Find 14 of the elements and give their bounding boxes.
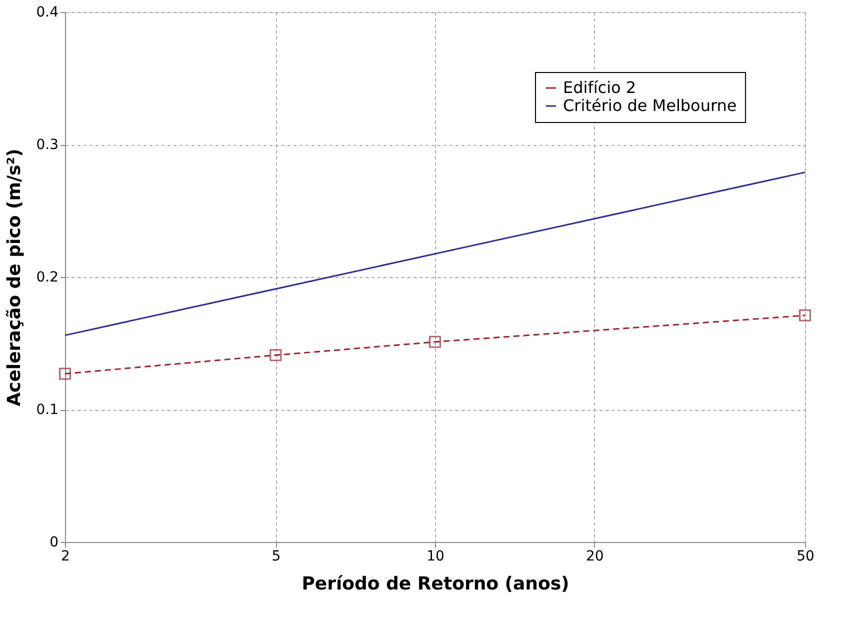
y-tick-label: 0.4 [36,4,59,20]
y-tick-label: 0.2 [36,270,58,286]
x-tick-label: 50 [796,548,814,564]
x-tick-label: 2 [61,548,70,564]
legend-label: Edifício 2 [563,78,636,97]
y-tick-label: 0.3 [36,137,58,153]
x-axis-title: Período de Retorno (anos) [302,574,570,594]
x-tick-label: 20 [586,548,604,564]
y-axis-title: Aceleração de pico (m/s²) [4,148,26,406]
x-tick-label: 5 [272,548,281,564]
x-tick-label: 10 [426,548,444,564]
y-tick-label: 0 [50,534,58,550]
y-tick-label: 0.1 [36,402,58,418]
legend-label: Critério de Melbourne [563,96,737,115]
